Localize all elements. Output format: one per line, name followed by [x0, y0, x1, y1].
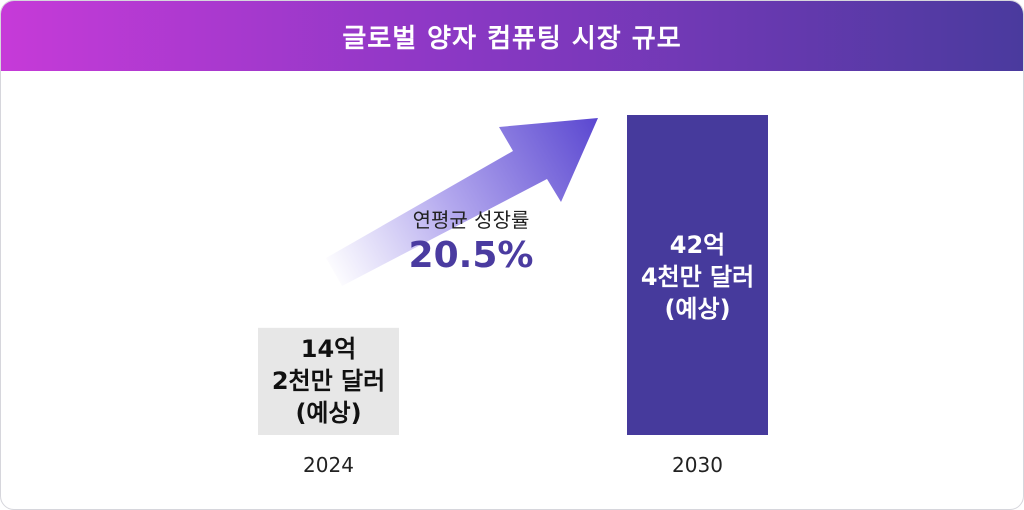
bar-2030 — [627, 115, 768, 435]
x-tick-label-2030: 2030 — [672, 453, 723, 477]
bar-value-line: (예상) — [295, 399, 362, 428]
bar-value-line: (예상) — [664, 295, 731, 323]
bar-value-line: 14억 — [300, 335, 357, 364]
bar-value-label-2024: 14억 2천만 달러 (예상) — [258, 328, 399, 435]
bar-value-line: 4천만 달러 — [640, 263, 755, 291]
x-tick-label-2024: 2024 — [303, 453, 354, 477]
bar-value-line: 42억 — [669, 231, 726, 259]
chart-title: 글로벌 양자 컴퓨팅 시장 규모 — [342, 23, 682, 54]
growth-annotation: 연평균 성장률 20.5% — [381, 204, 561, 276]
growth-value: 20.5% — [408, 235, 534, 276]
growth-arrow — [326, 118, 598, 286]
bar-2024 — [258, 327, 399, 435]
bar-value-line: 2천만 달러 — [271, 367, 386, 396]
growth-label: 연평균 성장률 — [412, 208, 530, 232]
bar-value-label-2030: 42억 4천만 달러 (예상) — [627, 227, 768, 327]
header-banner: 글로벌 양자 컴퓨팅 시장 규모 — [1, 1, 1023, 71]
